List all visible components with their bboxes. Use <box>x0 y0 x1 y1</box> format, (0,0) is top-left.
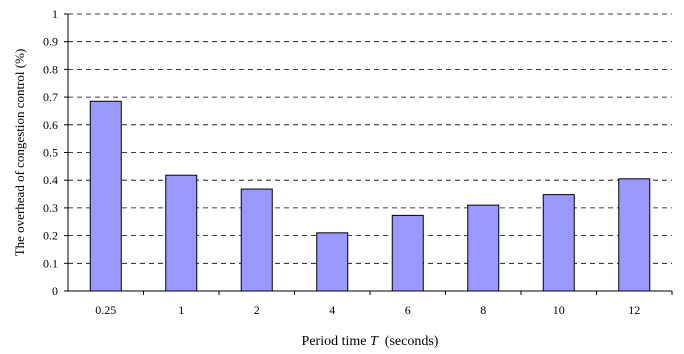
x-axis-title-suffix: (seconds) <box>378 334 439 349</box>
x-axis-title-variable: T <box>370 334 379 349</box>
bars <box>89 100 651 292</box>
x-tick-label: 10 <box>553 303 565 317</box>
bar <box>467 204 500 292</box>
bar <box>542 194 575 292</box>
y-tick-label: 0.8 <box>43 62 58 76</box>
bar <box>165 174 198 292</box>
y-tick-label: 0.6 <box>43 118 58 132</box>
y-tick-label: 0.9 <box>43 35 58 49</box>
bar <box>391 214 424 292</box>
grid-lines <box>68 13 672 264</box>
x-tick-label: 12 <box>628 303 640 317</box>
y-tick-label: 0.3 <box>43 201 58 215</box>
y-tick-label: 0.4 <box>43 173 58 187</box>
x-tick-labels: 0.25 1 2 4 6 8 10 12 <box>95 291 673 317</box>
bar <box>240 188 273 292</box>
bar <box>618 178 651 292</box>
x-tick-label: 0.25 <box>95 303 116 317</box>
y-tick-label: 0.1 <box>43 256 58 270</box>
y-tick-label: 0.2 <box>43 229 58 243</box>
bar <box>89 100 122 292</box>
x-tick-label: 1 <box>178 303 184 317</box>
bar <box>316 232 349 292</box>
y-tick-labels: 0 0.1 0.2 0.3 0.4 0.5 0.6 0.7 0.8 0.9 1 <box>43 7 68 298</box>
x-tick-label: 8 <box>480 303 486 317</box>
y-tick-label: 0 <box>52 284 58 298</box>
x-axis-title-prefix: Period time <box>302 334 370 349</box>
x-axis-title: Period time T (seconds) <box>302 334 439 349</box>
y-tick-label: 0.5 <box>43 146 58 160</box>
y-axis-title: The overhead of congestion control (%) <box>12 49 27 257</box>
x-tick-label: 2 <box>254 303 260 317</box>
x-tick-label: 6 <box>405 303 411 317</box>
y-tick-label: 1 <box>52 7 58 21</box>
x-tick-label: 4 <box>329 303 335 317</box>
y-tick-label: 0.7 <box>43 90 58 104</box>
